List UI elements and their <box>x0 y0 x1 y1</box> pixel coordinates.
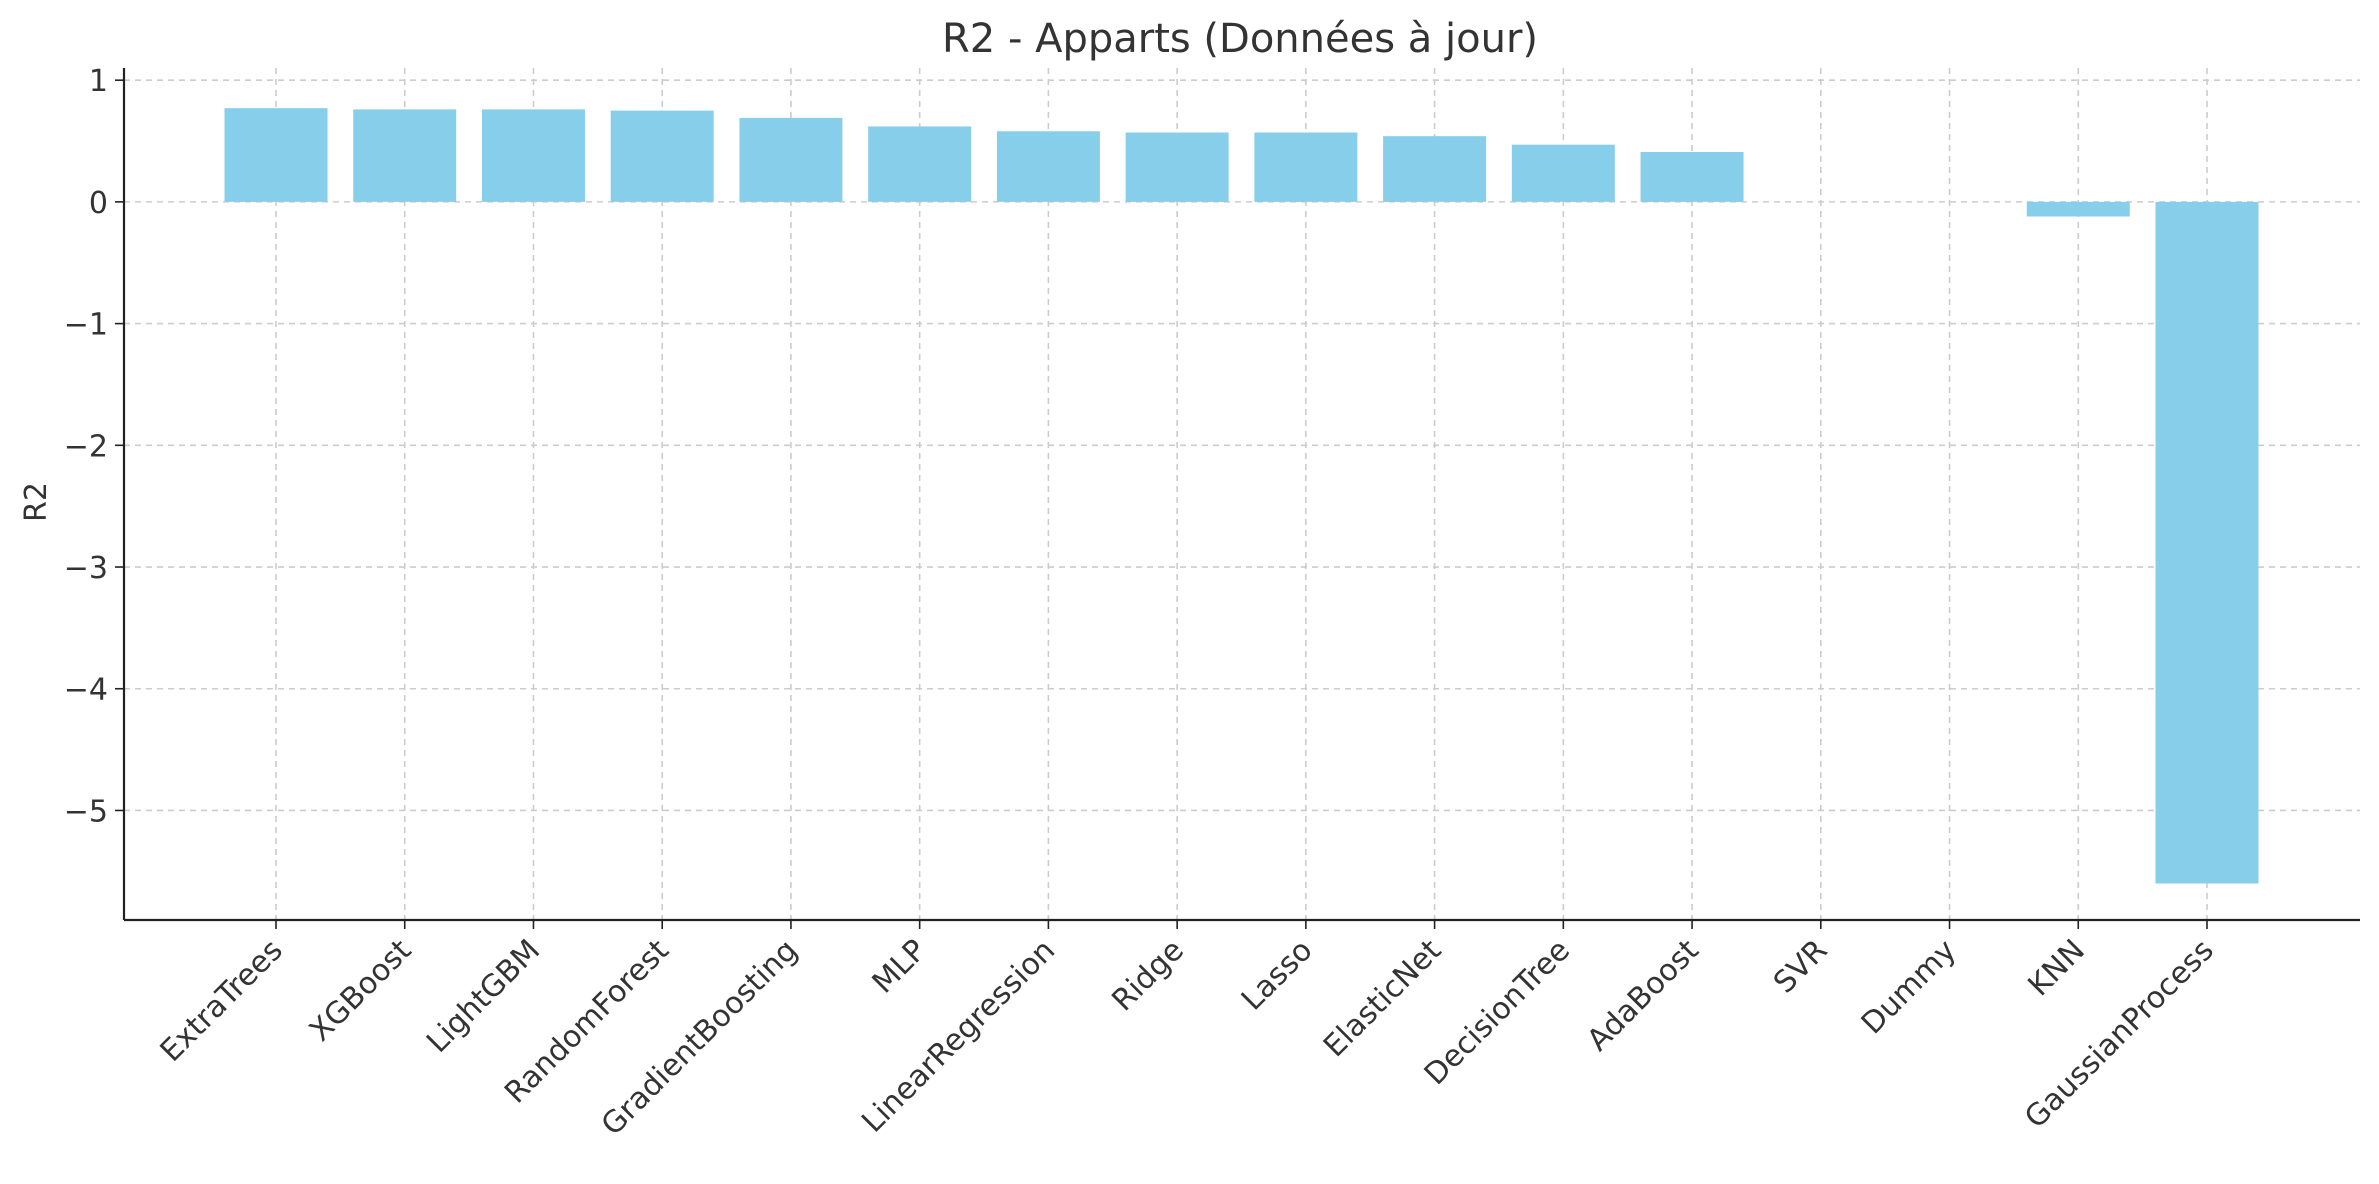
bar-gradientboosting <box>739 117 843 202</box>
bar-lightgbm <box>481 109 585 202</box>
chart-title: R2 - Apparts (Données à jour) <box>942 16 1538 62</box>
x-tick-label: ExtraTrees <box>154 933 290 1069</box>
y-tick-label: −4 <box>64 673 108 708</box>
y-tick-label: −3 <box>64 551 108 586</box>
bar-lasso <box>1254 132 1358 202</box>
bar-gaussianprocess <box>2155 201 2259 884</box>
x-tick-label: Ridge <box>1105 933 1190 1018</box>
x-tick-label: SVR <box>1767 933 1834 1000</box>
y-tick-label: −2 <box>64 429 108 464</box>
y-axis-label: R2 <box>19 482 54 522</box>
x-tick-labels: ExtraTrees XGBoost LightGBMRandomForestGra… <box>154 933 2221 1143</box>
bar-randomforest <box>610 110 714 202</box>
bar-knn <box>2026 201 2130 217</box>
x-tick-label: Lasso <box>1235 933 1320 1018</box>
y-tick-label: −5 <box>64 794 108 829</box>
x-tick-label: MLP <box>866 933 934 1001</box>
bar-elasticnet <box>1383 136 1487 202</box>
x-tick-label: Dummy <box>1855 933 1963 1041</box>
y-tick-labels: 1 0 −1 −2 −3 −4 −5 <box>64 64 108 829</box>
x-tick-label: LightGBM <box>420 933 547 1060</box>
x-tick-label: AdaBoost <box>1580 933 1705 1058</box>
x-tick-label: XGBoost <box>303 933 419 1049</box>
bars-layer <box>224 108 2259 884</box>
bar-mlp <box>868 126 972 202</box>
bar-xgboost <box>353 109 457 202</box>
x-tick-label: ElasticNet <box>1317 933 1448 1064</box>
bar-decisiontree <box>1511 144 1615 202</box>
bar-linearregression <box>996 131 1100 202</box>
axes-layer <box>115 68 2360 929</box>
bar-extratrees <box>224 108 328 202</box>
x-tick-label: KNN <box>2022 933 2092 1003</box>
y-tick-label: −1 <box>64 308 108 343</box>
bar-ridge <box>1125 132 1229 202</box>
grid-layer <box>124 68 2360 920</box>
bar-adaboost <box>1640 151 1744 202</box>
y-tick-label: 0 <box>89 186 108 221</box>
y-tick-label: 1 <box>89 64 108 99</box>
